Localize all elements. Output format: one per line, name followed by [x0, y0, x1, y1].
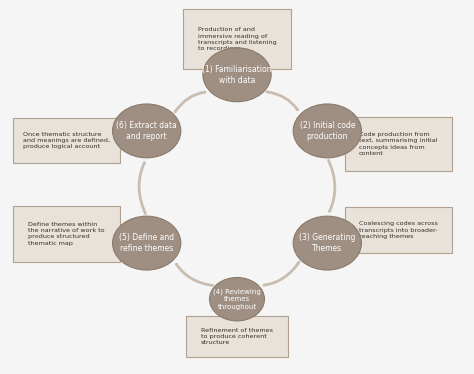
- Text: (6) Extract data
and report: (6) Extract data and report: [116, 121, 177, 141]
- Text: Once thematic structure
and meanings are defined,
produce logical account: Once thematic structure and meanings are…: [23, 132, 110, 149]
- FancyBboxPatch shape: [186, 316, 288, 358]
- Text: (5) Define and
refine themes: (5) Define and refine themes: [119, 233, 174, 253]
- Text: Code production from
text, summarising initial
concepts ideas from
content: Code production from text, summarising i…: [359, 132, 438, 156]
- FancyBboxPatch shape: [183, 9, 291, 70]
- FancyBboxPatch shape: [345, 117, 452, 171]
- FancyBboxPatch shape: [345, 207, 452, 253]
- Text: (3) Generating
Themes: (3) Generating Themes: [299, 233, 356, 253]
- Text: (4) Reviewing
themes
throughout: (4) Reviewing themes throughout: [213, 288, 261, 310]
- Text: Production of and
immersive reading of
transcripts and listening
to recordings: Production of and immersive reading of t…: [198, 27, 276, 51]
- Text: (1) Familiarisation
with data: (1) Familiarisation with data: [202, 65, 272, 85]
- Circle shape: [112, 104, 181, 158]
- FancyArrowPatch shape: [176, 264, 213, 285]
- Circle shape: [293, 216, 362, 270]
- FancyArrowPatch shape: [175, 92, 205, 112]
- Circle shape: [112, 216, 181, 270]
- FancyArrowPatch shape: [139, 163, 146, 214]
- FancyBboxPatch shape: [13, 117, 120, 163]
- Text: (2) Initial code
production: (2) Initial code production: [300, 121, 355, 141]
- Circle shape: [210, 278, 264, 321]
- FancyBboxPatch shape: [13, 206, 120, 262]
- FancyArrowPatch shape: [328, 160, 335, 211]
- FancyArrowPatch shape: [264, 262, 299, 285]
- Text: Coalescing codes across
transcripts into broader-
reaching themes: Coalescing codes across transcripts into…: [359, 221, 438, 239]
- FancyArrowPatch shape: [266, 92, 298, 110]
- Circle shape: [293, 104, 362, 158]
- Text: Refinement of themes
to produce coherent
structure: Refinement of themes to produce coherent…: [201, 328, 273, 345]
- Circle shape: [203, 48, 271, 102]
- Text: Define themes within
the narrative of work to
produce structured
thematic map: Define themes within the narrative of wo…: [28, 222, 105, 246]
